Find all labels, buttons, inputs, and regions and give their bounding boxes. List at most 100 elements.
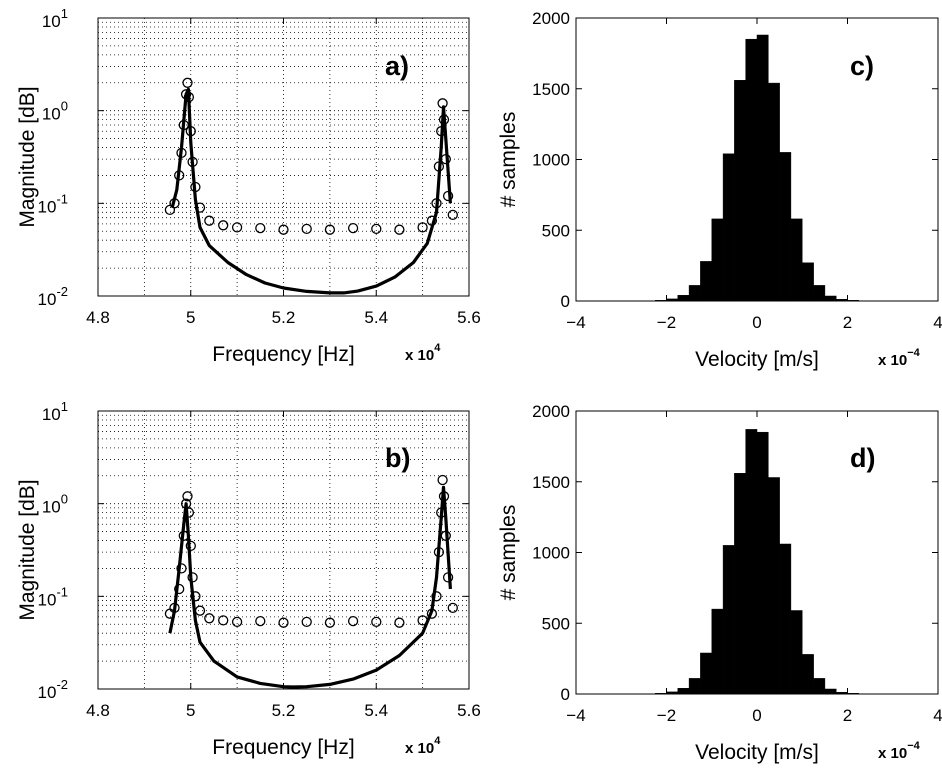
x-tick-label: −4 <box>566 313 585 332</box>
histogram-bar <box>677 295 690 302</box>
y-tick-label-exponent: -2 <box>56 284 68 299</box>
x-scale-multiplier: x 104 <box>405 342 441 364</box>
histogram-bar <box>779 152 792 302</box>
histogram-bar <box>768 477 780 695</box>
data-point <box>324 617 336 628</box>
data-point <box>218 220 229 231</box>
data-point <box>324 224 336 235</box>
histogram-bar <box>734 473 746 695</box>
histogram-bar <box>700 652 712 695</box>
y-tick-label: 1000 <box>532 544 570 563</box>
data-point <box>255 222 266 234</box>
data-point <box>347 222 359 234</box>
measured-points <box>164 77 458 235</box>
data-point <box>182 77 193 88</box>
x-tick-label: 2 <box>843 706 852 725</box>
histogram-bar <box>790 218 803 302</box>
data-point <box>204 613 215 624</box>
histogram-bar <box>688 678 701 695</box>
data-point <box>231 222 243 233</box>
data-point <box>371 616 382 628</box>
data-point <box>278 617 289 628</box>
x-scale-exponent: 4 <box>434 342 441 354</box>
x-tick-label: 0 <box>752 706 761 725</box>
x-axis-label: Velocity [m/s] <box>695 741 819 764</box>
y-tick-label: 1000 <box>532 151 570 170</box>
histogram-bar <box>745 38 758 302</box>
histogram-bar <box>688 285 701 302</box>
data-point <box>174 583 185 595</box>
y-tick-label: 1500 <box>532 80 570 99</box>
y-tick-label: 1500 <box>532 473 570 492</box>
data-point <box>204 215 215 226</box>
chart-panel-c: −4 −2 0 2 4 0 500 1000 1500 2000 Velocity [m/s] # s… <box>497 9 942 371</box>
y-tick-label-base: 10 <box>38 683 57 702</box>
y-tick-label-base: 10 <box>38 290 57 309</box>
histogram-bar <box>711 218 724 302</box>
y-tick-label-base: 10 <box>38 197 57 216</box>
x-scale-base: x 10 <box>405 740 434 757</box>
x-tick-label: −2 <box>657 706 676 725</box>
x-tick-label: 4 <box>933 706 942 725</box>
x-tick-label: −2 <box>657 313 676 332</box>
y-tick-label: 10-2 <box>38 677 68 702</box>
y-tick-label: 10-2 <box>38 284 68 309</box>
histogram-bar <box>700 261 712 302</box>
y-tick-label: 500 <box>542 614 570 633</box>
fit-curve <box>168 485 452 689</box>
data-point <box>447 602 458 614</box>
y-tick-label: 100 <box>42 99 68 124</box>
x-scale-exponent: −4 <box>907 740 920 752</box>
measured-points <box>164 474 458 628</box>
y-tick-label: 500 <box>542 221 570 240</box>
x-scale-base: x 10 <box>878 745 907 762</box>
data-point <box>255 615 266 627</box>
x-tick-label: 2 <box>843 313 852 332</box>
data-point <box>431 591 442 602</box>
x-scale-exponent: −4 <box>907 347 920 359</box>
x-scale-base: x 10 <box>878 352 907 369</box>
x-axis-label: Frequency [Hz] <box>212 343 354 366</box>
data-point <box>371 223 382 235</box>
histogram-bar <box>745 429 758 695</box>
y-tick-label: 100 <box>42 492 68 517</box>
panel-label: b) <box>385 443 410 473</box>
x-tick-label: 5.4 <box>364 308 388 327</box>
data-point <box>347 615 359 627</box>
x-tick-label: 5.6 <box>457 308 481 327</box>
data-point <box>447 209 458 221</box>
y-tick-label: 0 <box>561 292 570 311</box>
data-point <box>194 605 206 616</box>
x-tick-label: 5.2 <box>272 701 296 720</box>
y-tick-label-base: 10 <box>42 498 61 517</box>
y-tick-label: 10-1 <box>38 584 68 609</box>
x-tick-label: 0 <box>752 313 761 332</box>
x-tick-label: 5 <box>186 308 195 327</box>
x-axis-label: Frequency [Hz] <box>212 736 354 759</box>
y-tick-label-base: 10 <box>38 590 57 609</box>
x-scale-multiplier: x 104 <box>405 735 441 757</box>
y-tick-label: 101 <box>42 399 68 424</box>
x-scale-multiplier: x 10−4 <box>878 347 921 369</box>
y-tick-label-exponent: -1 <box>56 584 68 599</box>
histogram-bar <box>813 678 826 695</box>
y-tick-label: 2000 <box>532 402 570 421</box>
data-point <box>190 591 201 602</box>
y-tick-label-exponent: 0 <box>61 99 68 114</box>
data-point <box>301 616 312 628</box>
panel-label: a) <box>385 51 409 81</box>
y-axis-label: Magnitude [dB] <box>16 479 39 620</box>
y-axis-label: # samples <box>497 505 520 601</box>
histogram-bar <box>677 688 690 695</box>
histogram-bar <box>756 431 769 695</box>
x-tick-label: 4 <box>933 313 942 332</box>
data-point <box>417 222 428 233</box>
data-point <box>218 615 229 626</box>
panel-label: c) <box>850 51 874 81</box>
y-tick-label-base: 10 <box>42 405 61 424</box>
histogram-bar <box>802 262 814 302</box>
x-tick-label: −4 <box>566 706 585 725</box>
